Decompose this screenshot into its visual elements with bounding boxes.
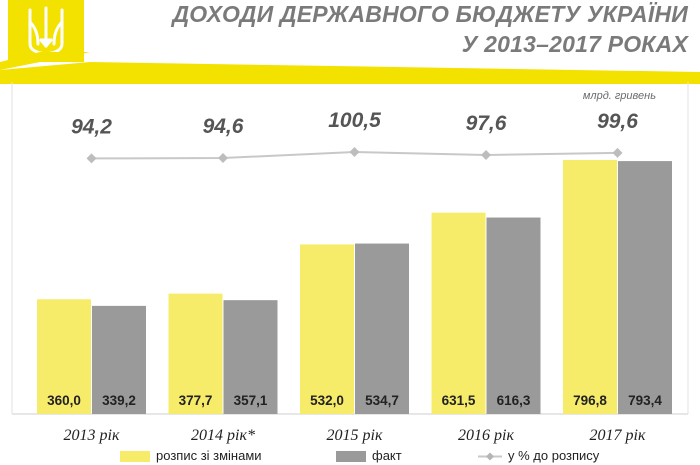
percent-label-4: 99,6 <box>597 110 638 133</box>
category-label-2: 2015 рік <box>327 427 383 444</box>
data-label-plan-3: 631,5 <box>442 393 476 408</box>
data-label-fact-4: 793,4 <box>628 393 662 408</box>
category-label-0: 2013 рік <box>64 427 120 444</box>
page-title-line1: ДОХОДИ ДЕРЖАВНОГО БЮДЖЕТУ УКРАЇНИ <box>172 1 688 27</box>
category-label-1: 2014 рік* <box>191 427 255 444</box>
category-label-4: 2017 рік <box>590 427 646 444</box>
data-label-plan-4: 796,8 <box>573 393 607 408</box>
legend-item-fact: факт <box>336 448 402 463</box>
bar-plan-3 <box>431 212 486 414</box>
data-label-fact-0: 339,2 <box>102 393 136 408</box>
legend-swatch-yellow <box>120 451 150 463</box>
bar-plan-0 <box>37 299 91 414</box>
header: ДОХОДИ ДЕРЖАВНОГО БЮДЖЕТУ УКРАЇНИ У 2013… <box>0 0 700 85</box>
data-label-plan-2: 532,0 <box>310 393 344 408</box>
bar-fact-3 <box>486 217 541 414</box>
percent-marker-4 <box>612 147 623 158</box>
bar-fact-2 <box>355 243 409 414</box>
data-label-fact-1: 357,1 <box>234 393 268 408</box>
unit-label: млрд. гривень <box>582 90 656 102</box>
data-label-fact-3: 616,3 <box>497 393 531 408</box>
page-title-line2: У 2013–2017 РОКАХ <box>461 31 688 57</box>
percent-marker-2 <box>349 147 360 157</box>
legend-item-percent: у % до розпису <box>478 448 599 463</box>
percent-label-2: 100,5 <box>328 109 381 132</box>
legend-label-plan: розпис зі змінами <box>156 448 262 463</box>
category-label-3: 2016 рік <box>458 427 514 444</box>
header-stripes <box>0 52 700 84</box>
bar-chart: 360,0 339,2 2013 рік 377,7 357,1 2014 рік* 532… <box>11 82 689 444</box>
legend-label-percent: у % до розпису <box>508 448 600 463</box>
bar-fact-0 <box>92 305 146 414</box>
bar-fact-4 <box>618 161 672 414</box>
percent-marker-0 <box>86 153 97 164</box>
bar-plan-4 <box>563 160 617 414</box>
bar-plan-1 <box>168 293 223 414</box>
data-label-plan-1: 377,7 <box>179 393 213 408</box>
trident-icon <box>8 0 84 62</box>
data-label-plan-0: 360,0 <box>47 393 81 408</box>
legend-item-plan: розпис зі змінами <box>120 448 262 463</box>
bar-plan-2 <box>300 244 354 414</box>
percent-label-0: 94,2 <box>71 115 112 138</box>
legend-label-fact: факт <box>372 448 402 463</box>
percent-marker-3 <box>481 149 491 160</box>
data-label-fact-2: 534,7 <box>365 393 399 408</box>
percent-marker-1 <box>218 153 228 164</box>
legend-swatch-gray <box>336 451 366 463</box>
percent-label-1: 94,6 <box>203 115 244 138</box>
legend-line-icon <box>478 451 502 462</box>
percent-label-3: 97,6 <box>466 112 507 135</box>
bar-fact-1 <box>223 300 278 414</box>
legend: розпис зі змінами факт у % до розпису <box>0 448 700 465</box>
